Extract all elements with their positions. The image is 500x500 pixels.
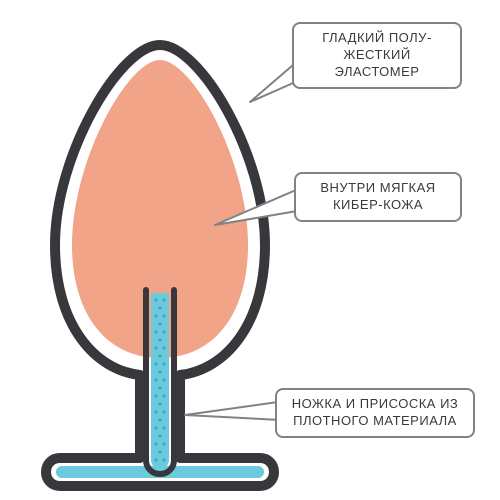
callout-text-3: НОЖКА И ПРИСОСКА ИЗ ПЛОТНОГО МАТЕРИАЛА bbox=[292, 396, 459, 428]
callout-box-2: ВНУТРИ МЯГКАЯ КИБЕР-КОЖА bbox=[294, 172, 462, 222]
stem-fill bbox=[151, 293, 169, 469]
callout-text-1: ГЛАДКИЙ ПОЛУ-ЖЕСТКИЙ ЭЛАСТОМЕР bbox=[322, 30, 432, 79]
callout-box-3: НОЖКА И ПРИСОСКА ИЗ ПЛОТНОГО МАТЕРИАЛА bbox=[275, 388, 475, 438]
callout-text-2: ВНУТРИ МЯГКАЯ КИБЕР-КОЖА bbox=[320, 180, 435, 212]
callout-box-1: ГЛАДКИЙ ПОЛУ-ЖЕСТКИЙ ЭЛАСТОМЕР bbox=[292, 22, 462, 89]
callout-pointer-3 bbox=[185, 402, 280, 420]
